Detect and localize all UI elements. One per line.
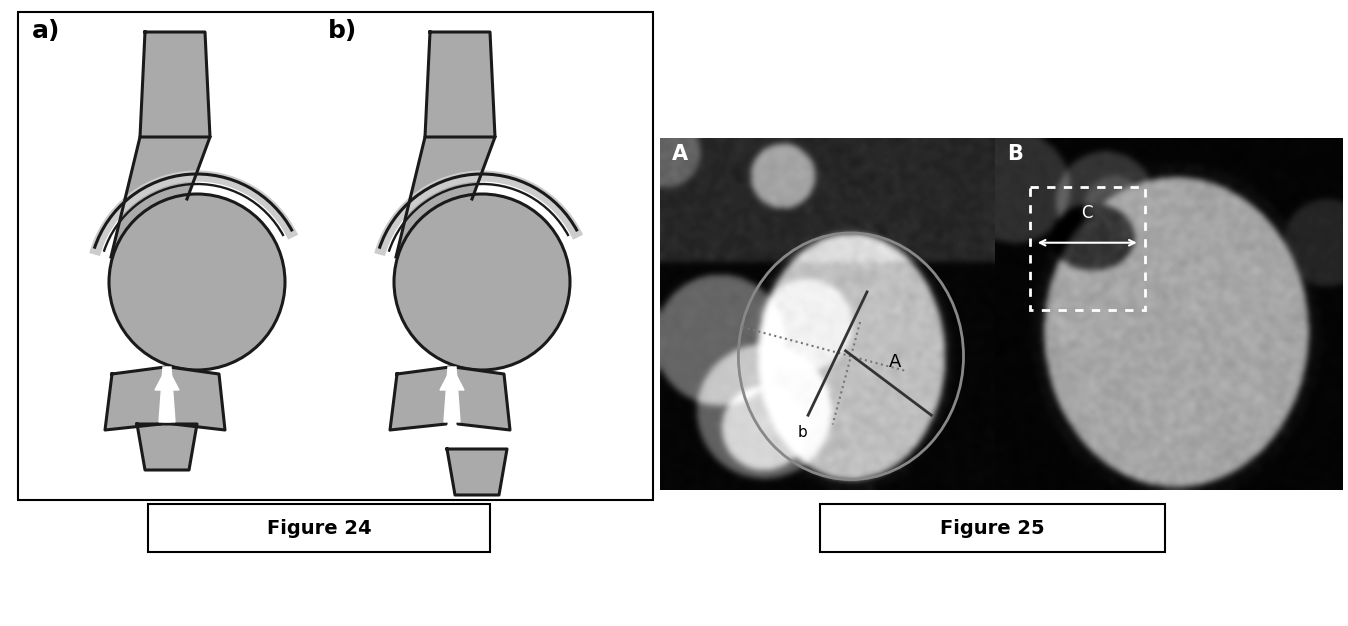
Text: B: B [1007, 144, 1023, 164]
Polygon shape [111, 137, 210, 257]
Polygon shape [454, 367, 510, 430]
Text: C: C [1081, 204, 1093, 222]
Polygon shape [168, 367, 225, 430]
Text: b): b) [328, 19, 357, 43]
Text: Figure 24: Figure 24 [267, 520, 371, 538]
Text: A: A [888, 353, 900, 371]
FancyBboxPatch shape [148, 504, 491, 552]
Ellipse shape [109, 194, 284, 370]
Polygon shape [390, 367, 450, 430]
Ellipse shape [394, 194, 570, 370]
Polygon shape [105, 367, 164, 430]
Polygon shape [137, 424, 197, 470]
Polygon shape [443, 367, 460, 422]
Polygon shape [140, 32, 210, 137]
Polygon shape [425, 32, 495, 137]
Text: a): a) [32, 19, 61, 43]
FancyBboxPatch shape [820, 504, 1165, 552]
Text: A: A [673, 144, 687, 164]
Polygon shape [439, 367, 464, 390]
Polygon shape [448, 449, 507, 495]
Polygon shape [159, 367, 175, 422]
Text: b: b [798, 424, 807, 439]
Text: Figure 25: Figure 25 [940, 520, 1045, 538]
Polygon shape [155, 367, 179, 390]
FancyBboxPatch shape [18, 12, 652, 500]
Polygon shape [396, 137, 495, 257]
